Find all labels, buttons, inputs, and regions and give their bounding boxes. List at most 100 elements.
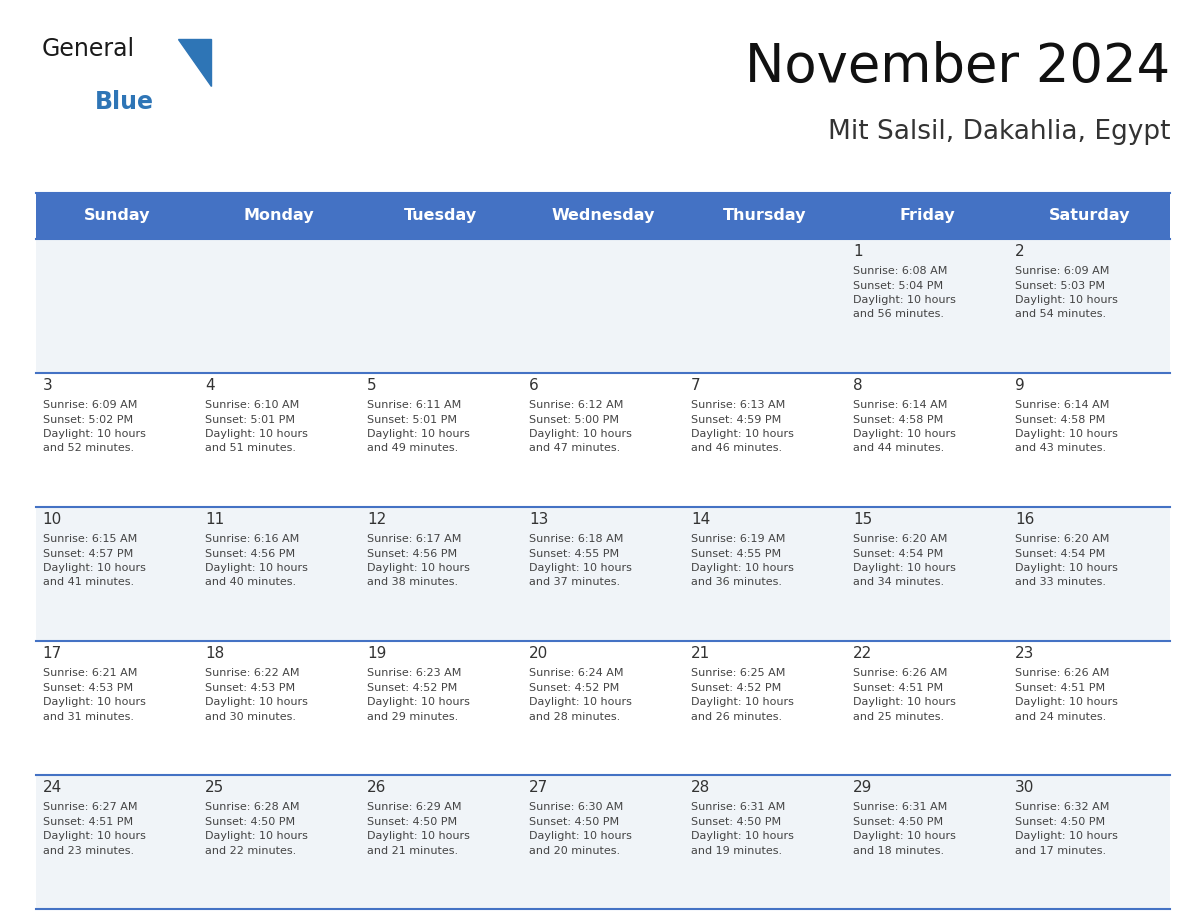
Bar [36, 775, 197, 909]
Text: 13: 13 [529, 512, 549, 527]
Bar [36, 193, 1170, 239]
Text: 18: 18 [204, 646, 225, 661]
Text: Blue: Blue [95, 90, 154, 114]
Text: Sunrise: 6:16 AM
Sunset: 4:56 PM
Daylight: 10 hours
and 40 minutes.: Sunrise: 6:16 AM Sunset: 4:56 PM Dayligh… [204, 534, 308, 588]
Bar [360, 641, 522, 775]
Bar [522, 641, 684, 775]
Bar [360, 775, 522, 909]
Text: Sunrise: 6:08 AM
Sunset: 5:04 PM
Daylight: 10 hours
and 56 minutes.: Sunrise: 6:08 AM Sunset: 5:04 PM Dayligh… [853, 266, 956, 319]
Text: 9: 9 [1016, 378, 1025, 393]
Bar [846, 507, 1009, 641]
Text: Sunrise: 6:13 AM
Sunset: 4:59 PM
Daylight: 10 hours
and 46 minutes.: Sunrise: 6:13 AM Sunset: 4:59 PM Dayligh… [691, 400, 794, 453]
Text: Monday: Monday [244, 208, 314, 223]
Bar [360, 239, 522, 373]
Text: 23: 23 [1016, 646, 1035, 661]
Text: Sunrise: 6:11 AM
Sunset: 5:01 PM
Daylight: 10 hours
and 49 minutes.: Sunrise: 6:11 AM Sunset: 5:01 PM Dayligh… [367, 400, 469, 453]
Text: Thursday: Thursday [723, 208, 807, 223]
Text: Sunrise: 6:14 AM
Sunset: 4:58 PM
Daylight: 10 hours
and 43 minutes.: Sunrise: 6:14 AM Sunset: 4:58 PM Dayligh… [1016, 400, 1118, 453]
Text: 2: 2 [1016, 244, 1025, 259]
Text: Sunrise: 6:09 AM
Sunset: 5:03 PM
Daylight: 10 hours
and 54 minutes.: Sunrise: 6:09 AM Sunset: 5:03 PM Dayligh… [1016, 266, 1118, 319]
Bar [1009, 239, 1170, 373]
Bar [846, 239, 1009, 373]
Text: Sunrise: 6:20 AM
Sunset: 4:54 PM
Daylight: 10 hours
and 34 minutes.: Sunrise: 6:20 AM Sunset: 4:54 PM Dayligh… [853, 534, 956, 588]
Text: 14: 14 [691, 512, 710, 527]
Bar [684, 373, 846, 507]
Text: Sunday: Sunday [83, 208, 150, 223]
Text: Sunrise: 6:15 AM
Sunset: 4:57 PM
Daylight: 10 hours
and 41 minutes.: Sunrise: 6:15 AM Sunset: 4:57 PM Dayligh… [43, 534, 146, 588]
Bar [684, 641, 846, 775]
Text: Sunrise: 6:20 AM
Sunset: 4:54 PM
Daylight: 10 hours
and 33 minutes.: Sunrise: 6:20 AM Sunset: 4:54 PM Dayligh… [1016, 534, 1118, 588]
Bar [522, 775, 684, 909]
Bar [522, 507, 684, 641]
Text: 8: 8 [853, 378, 862, 393]
Text: 26: 26 [367, 780, 386, 795]
Bar [1009, 507, 1170, 641]
Text: Sunrise: 6:30 AM
Sunset: 4:50 PM
Daylight: 10 hours
and 20 minutes.: Sunrise: 6:30 AM Sunset: 4:50 PM Dayligh… [529, 802, 632, 856]
Text: 30: 30 [1016, 780, 1035, 795]
Bar [522, 239, 684, 373]
Text: Sunrise: 6:27 AM
Sunset: 4:51 PM
Daylight: 10 hours
and 23 minutes.: Sunrise: 6:27 AM Sunset: 4:51 PM Dayligh… [43, 802, 146, 856]
Bar [360, 507, 522, 641]
Text: 3: 3 [43, 378, 52, 393]
Bar [1009, 373, 1170, 507]
Bar [197, 775, 360, 909]
Text: General: General [42, 37, 134, 61]
Text: November 2024: November 2024 [745, 41, 1170, 94]
Text: Sunrise: 6:31 AM
Sunset: 4:50 PM
Daylight: 10 hours
and 19 minutes.: Sunrise: 6:31 AM Sunset: 4:50 PM Dayligh… [691, 802, 794, 856]
Bar [846, 373, 1009, 507]
Text: 15: 15 [853, 512, 872, 527]
Text: Saturday: Saturday [1048, 208, 1130, 223]
Text: Tuesday: Tuesday [404, 208, 478, 223]
Text: Sunrise: 6:26 AM
Sunset: 4:51 PM
Daylight: 10 hours
and 25 minutes.: Sunrise: 6:26 AM Sunset: 4:51 PM Dayligh… [853, 668, 956, 722]
Text: 25: 25 [204, 780, 225, 795]
Text: Sunrise: 6:28 AM
Sunset: 4:50 PM
Daylight: 10 hours
and 22 minutes.: Sunrise: 6:28 AM Sunset: 4:50 PM Dayligh… [204, 802, 308, 856]
Bar [360, 373, 522, 507]
Text: 12: 12 [367, 512, 386, 527]
Text: Sunrise: 6:19 AM
Sunset: 4:55 PM
Daylight: 10 hours
and 36 minutes.: Sunrise: 6:19 AM Sunset: 4:55 PM Dayligh… [691, 534, 794, 588]
Text: 11: 11 [204, 512, 225, 527]
Bar [522, 373, 684, 507]
Text: Sunrise: 6:31 AM
Sunset: 4:50 PM
Daylight: 10 hours
and 18 minutes.: Sunrise: 6:31 AM Sunset: 4:50 PM Dayligh… [853, 802, 956, 856]
Text: Sunrise: 6:12 AM
Sunset: 5:00 PM
Daylight: 10 hours
and 47 minutes.: Sunrise: 6:12 AM Sunset: 5:00 PM Dayligh… [529, 400, 632, 453]
Text: 20: 20 [529, 646, 548, 661]
Text: 29: 29 [853, 780, 872, 795]
Text: 6: 6 [529, 378, 538, 393]
Polygon shape [178, 39, 211, 86]
Text: Sunrise: 6:26 AM
Sunset: 4:51 PM
Daylight: 10 hours
and 24 minutes.: Sunrise: 6:26 AM Sunset: 4:51 PM Dayligh… [1016, 668, 1118, 722]
Bar [1009, 641, 1170, 775]
Bar [684, 775, 846, 909]
Text: 5: 5 [367, 378, 377, 393]
Text: Sunrise: 6:24 AM
Sunset: 4:52 PM
Daylight: 10 hours
and 28 minutes.: Sunrise: 6:24 AM Sunset: 4:52 PM Dayligh… [529, 668, 632, 722]
Text: 10: 10 [43, 512, 62, 527]
Bar [36, 373, 197, 507]
Text: 21: 21 [691, 646, 710, 661]
Bar [197, 641, 360, 775]
Text: Sunrise: 6:25 AM
Sunset: 4:52 PM
Daylight: 10 hours
and 26 minutes.: Sunrise: 6:25 AM Sunset: 4:52 PM Dayligh… [691, 668, 794, 722]
Text: 19: 19 [367, 646, 386, 661]
Text: 16: 16 [1016, 512, 1035, 527]
Bar [36, 641, 197, 775]
Bar [684, 239, 846, 373]
Bar [846, 775, 1009, 909]
Text: Sunrise: 6:21 AM
Sunset: 4:53 PM
Daylight: 10 hours
and 31 minutes.: Sunrise: 6:21 AM Sunset: 4:53 PM Dayligh… [43, 668, 146, 722]
Text: Sunrise: 6:14 AM
Sunset: 4:58 PM
Daylight: 10 hours
and 44 minutes.: Sunrise: 6:14 AM Sunset: 4:58 PM Dayligh… [853, 400, 956, 453]
Bar [1009, 775, 1170, 909]
Text: Friday: Friday [899, 208, 955, 223]
Text: Sunrise: 6:18 AM
Sunset: 4:55 PM
Daylight: 10 hours
and 37 minutes.: Sunrise: 6:18 AM Sunset: 4:55 PM Dayligh… [529, 534, 632, 588]
Bar [197, 373, 360, 507]
Text: Sunrise: 6:09 AM
Sunset: 5:02 PM
Daylight: 10 hours
and 52 minutes.: Sunrise: 6:09 AM Sunset: 5:02 PM Dayligh… [43, 400, 146, 453]
Text: Sunrise: 6:10 AM
Sunset: 5:01 PM
Daylight: 10 hours
and 51 minutes.: Sunrise: 6:10 AM Sunset: 5:01 PM Dayligh… [204, 400, 308, 453]
Text: 27: 27 [529, 780, 548, 795]
Text: Mit Salsil, Dakahlia, Egypt: Mit Salsil, Dakahlia, Egypt [828, 119, 1170, 145]
Bar [197, 507, 360, 641]
Text: 17: 17 [43, 646, 62, 661]
Bar [36, 239, 197, 373]
Text: 28: 28 [691, 780, 710, 795]
Text: Sunrise: 6:29 AM
Sunset: 4:50 PM
Daylight: 10 hours
and 21 minutes.: Sunrise: 6:29 AM Sunset: 4:50 PM Dayligh… [367, 802, 469, 856]
Text: 4: 4 [204, 378, 215, 393]
Text: 1: 1 [853, 244, 862, 259]
Bar [197, 239, 360, 373]
Text: Sunrise: 6:32 AM
Sunset: 4:50 PM
Daylight: 10 hours
and 17 minutes.: Sunrise: 6:32 AM Sunset: 4:50 PM Dayligh… [1016, 802, 1118, 856]
Text: 22: 22 [853, 646, 872, 661]
Text: Wednesday: Wednesday [551, 208, 655, 223]
